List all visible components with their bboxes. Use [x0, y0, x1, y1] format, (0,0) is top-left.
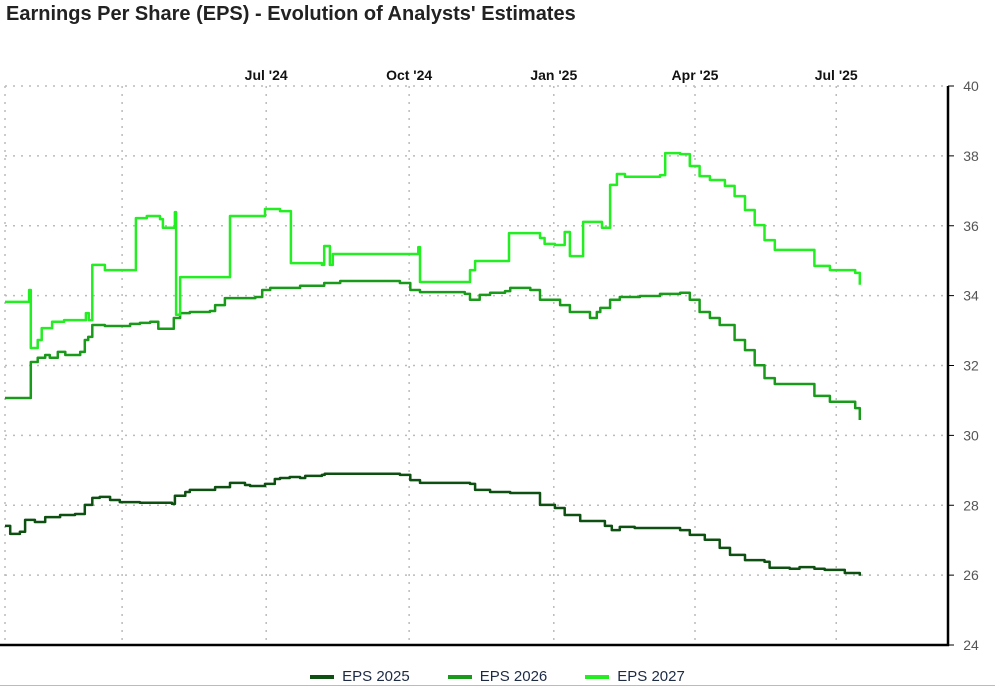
series-line-eps-2026: [5, 279, 862, 420]
bottom-divider: [0, 685, 995, 686]
legend-swatch: [585, 674, 610, 679]
x-tick-label: Jan '25: [530, 67, 577, 83]
x-tick-label: Jul '24: [245, 67, 288, 83]
x-tick-label: Apr '25: [672, 67, 719, 83]
legend-label: EPS 2026: [479, 668, 548, 685]
tick-labels: 24 26 28 30 32 34 36 38 40 Jul '24 Oct '24 Jan '25 A…: [245, 67, 979, 653]
y-tick-label: 34: [963, 288, 979, 304]
legend: EPS 2025 EPS 2026 EPS 2027: [0, 668, 995, 685]
axes: [0, 85, 954, 647]
y-tick-label: 24: [963, 637, 979, 653]
y-tick-label: 36: [963, 218, 979, 234]
series-lines: [5, 151, 862, 576]
y-tick-label: 30: [963, 427, 979, 443]
gridlines: [4, 85, 948, 645]
y-tick-label: 28: [963, 497, 979, 513]
y-tick-label: 26: [963, 567, 979, 583]
series-line-eps-2025: [5, 472, 862, 576]
series-line-eps-2027: [5, 151, 862, 350]
y-tick-label: 40: [963, 78, 979, 94]
chart-title: Earnings Per Share (EPS) - Evolution of …: [6, 3, 576, 25]
legend-swatch: [447, 674, 472, 679]
legend-swatch: [310, 674, 335, 679]
x-tick-label: Oct '24: [386, 67, 432, 83]
legend-label: EPS 2025: [342, 668, 410, 685]
legend-item-eps-2027[interactable]: EPS 2027: [585, 668, 685, 685]
y-tick-label: 38: [963, 148, 979, 164]
legend-label: EPS 2027: [617, 668, 685, 685]
legend-item-eps-2025[interactable]: EPS 2025: [310, 668, 410, 685]
y-tick-label: 32: [963, 358, 979, 374]
legend-item-eps-2026[interactable]: EPS 2026: [447, 668, 548, 685]
x-tick-label: Jul '25: [815, 67, 858, 83]
